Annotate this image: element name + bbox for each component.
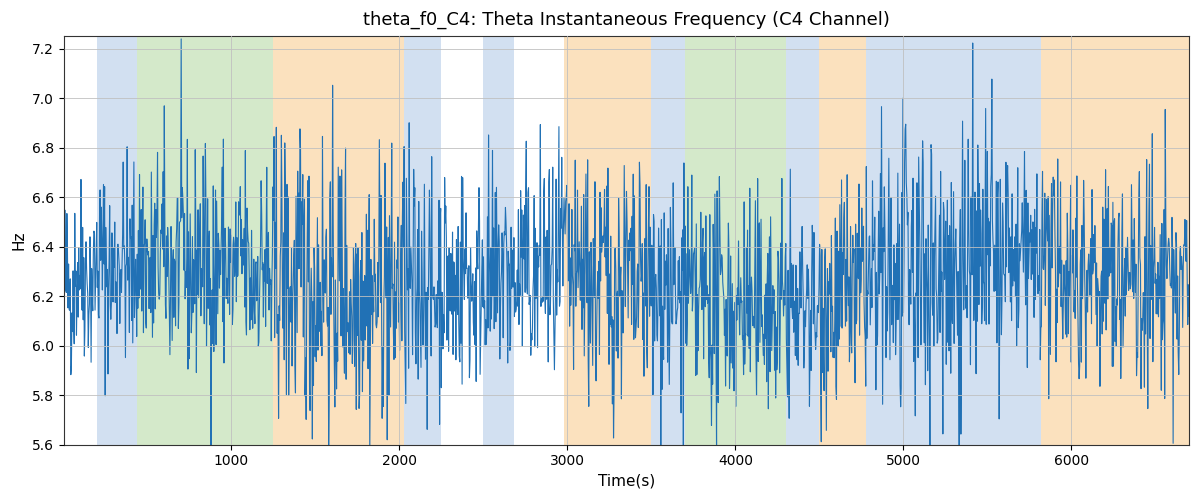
- X-axis label: Time(s): Time(s): [598, 474, 655, 489]
- Bar: [274, 36, 404, 445]
- Title: theta_f0_C4: Theta Instantaneous Frequency (C4 Channel): theta_f0_C4: Theta Instantaneous Frequen…: [362, 11, 889, 30]
- Y-axis label: Hz: Hz: [11, 230, 26, 250]
- Bar: [138, 36, 274, 445]
- Bar: [564, 36, 652, 445]
- Bar: [97, 36, 138, 445]
- Bar: [820, 36, 866, 445]
- Bar: [1088, 36, 1189, 445]
- Bar: [652, 36, 685, 445]
- Bar: [685, 36, 786, 445]
- Bar: [404, 36, 442, 445]
- Bar: [1042, 36, 1088, 445]
- Bar: [484, 36, 514, 445]
- Bar: [786, 36, 820, 445]
- Bar: [866, 36, 1042, 445]
